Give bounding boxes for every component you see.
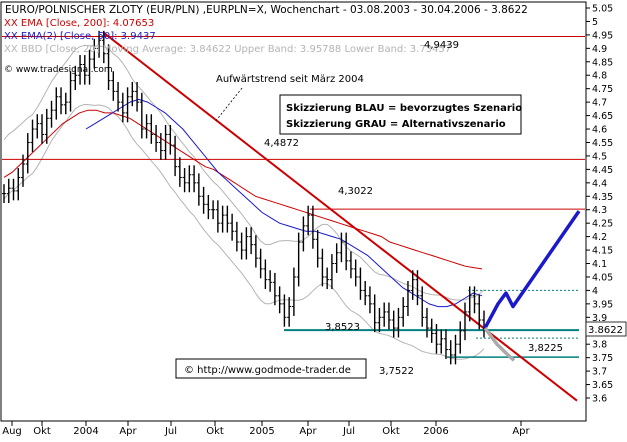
level-label-4-3022: 4,3022 [338,186,373,197]
downtrend-line [102,31,578,402]
y-tick-label: 4.2 [592,232,607,243]
level-label-4-9439: 4,9439 [424,40,459,51]
watermark: © www.tradesignal.com [4,65,113,75]
x-tick-label: Apr [119,426,137,437]
y-tick-label: 3.6 [592,394,607,405]
chart-title: EURO/POLNISCHER ZLOTY (EUR/PLN) ,EURPLN=… [5,4,528,16]
scenario-grey-path [483,327,516,362]
bollinger-upper [3,44,485,301]
x-tick-label: Okt [382,426,400,437]
x-tick-label: Jul [164,426,177,437]
y-tick-label: 4.05 [592,272,613,283]
x-tick-label: Aug [2,426,22,437]
y-tick-label: 4.55 [592,138,613,149]
last-price-box [585,321,627,337]
y-tick-label: 4.15 [592,246,613,257]
x-tick-label: Okt [33,426,51,437]
y-tick-label: 3.8 [592,340,607,351]
y-tick-label: 4.9 [592,44,607,55]
legend-ema200: XX EMA [Close, 200]: 4.07653 [4,18,154,29]
y-tick-label: 5.05 [592,4,613,15]
level-label-3-8225: 3,8225 [528,343,563,354]
y-tick-label: 4.65 [592,111,613,122]
plot-frame [0,1,587,422]
y-tick-label: 3.9 [592,313,607,324]
trend-label-leader [214,87,243,123]
ema50-line [85,98,483,308]
level-label-4-4872: 4,4872 [264,138,299,149]
legend-bollinger: XX BBD [Close, 20] Moving Average: 3.846… [4,44,451,55]
y-tick-label: 3.7 [592,367,607,378]
y-tick-label: 4.95 [592,30,613,41]
y-tick-label: 3.75 [592,353,613,364]
x-tick-label: Okt [206,426,224,437]
legend-ema50: XX EMA(2) [Close, 50]: 3.9437 [4,31,156,42]
y-tick-label: 4.3 [592,205,607,216]
y-tick-label: 4.25 [592,219,613,230]
x-tick-label: Apr [299,426,317,437]
bollinger-lower [3,103,485,360]
y-tick-label: 4.6 [592,125,607,136]
scenario-line-1: Skizzierung BLAU = bevorzugtes Szenario [286,103,522,114]
level-label-3-8523: 3,8523 [325,322,360,333]
y-tick-label: 4.75 [592,84,613,95]
y-tick-label: 4.85 [592,57,613,68]
level-label-3-7522: 3,7522 [379,366,414,377]
x-tick-label: Apr [512,426,530,437]
x-tick-label: 2004 [73,426,98,437]
y-tick-label: 3.95 [592,299,613,310]
trend-label: Aufwärtstrend seit März 2004 [216,74,364,85]
source-text: © http://www.godmode-trader.de [184,365,351,376]
scenario-blue-path [483,210,581,329]
ema200-line [3,109,483,270]
y-tick-label: 4.7 [592,98,607,109]
x-tick-label: 2005 [249,426,274,437]
y-tick-label: 4.1 [592,259,607,270]
scenario-box [279,94,522,135]
source-box [175,358,367,379]
y-tick-label: 5 [592,17,598,28]
last-price-label: 3.8622 [588,325,623,336]
x-tick-label: Jul [342,426,355,437]
y-tick-label: 4.45 [592,165,613,176]
y-tick-label: 3.65 [592,380,613,391]
y-tick-label: 4.5 [592,151,607,162]
y-tick-label: 4 [592,286,598,297]
scenario-line-2: Skizzierung GRAU = Alternativszenario [286,119,506,130]
x-tick-label: 2006 [423,426,448,437]
y-tick-label: 4.8 [592,71,607,82]
y-tick-label: 4.4 [592,178,607,189]
y-tick-label: 4.35 [592,192,613,203]
